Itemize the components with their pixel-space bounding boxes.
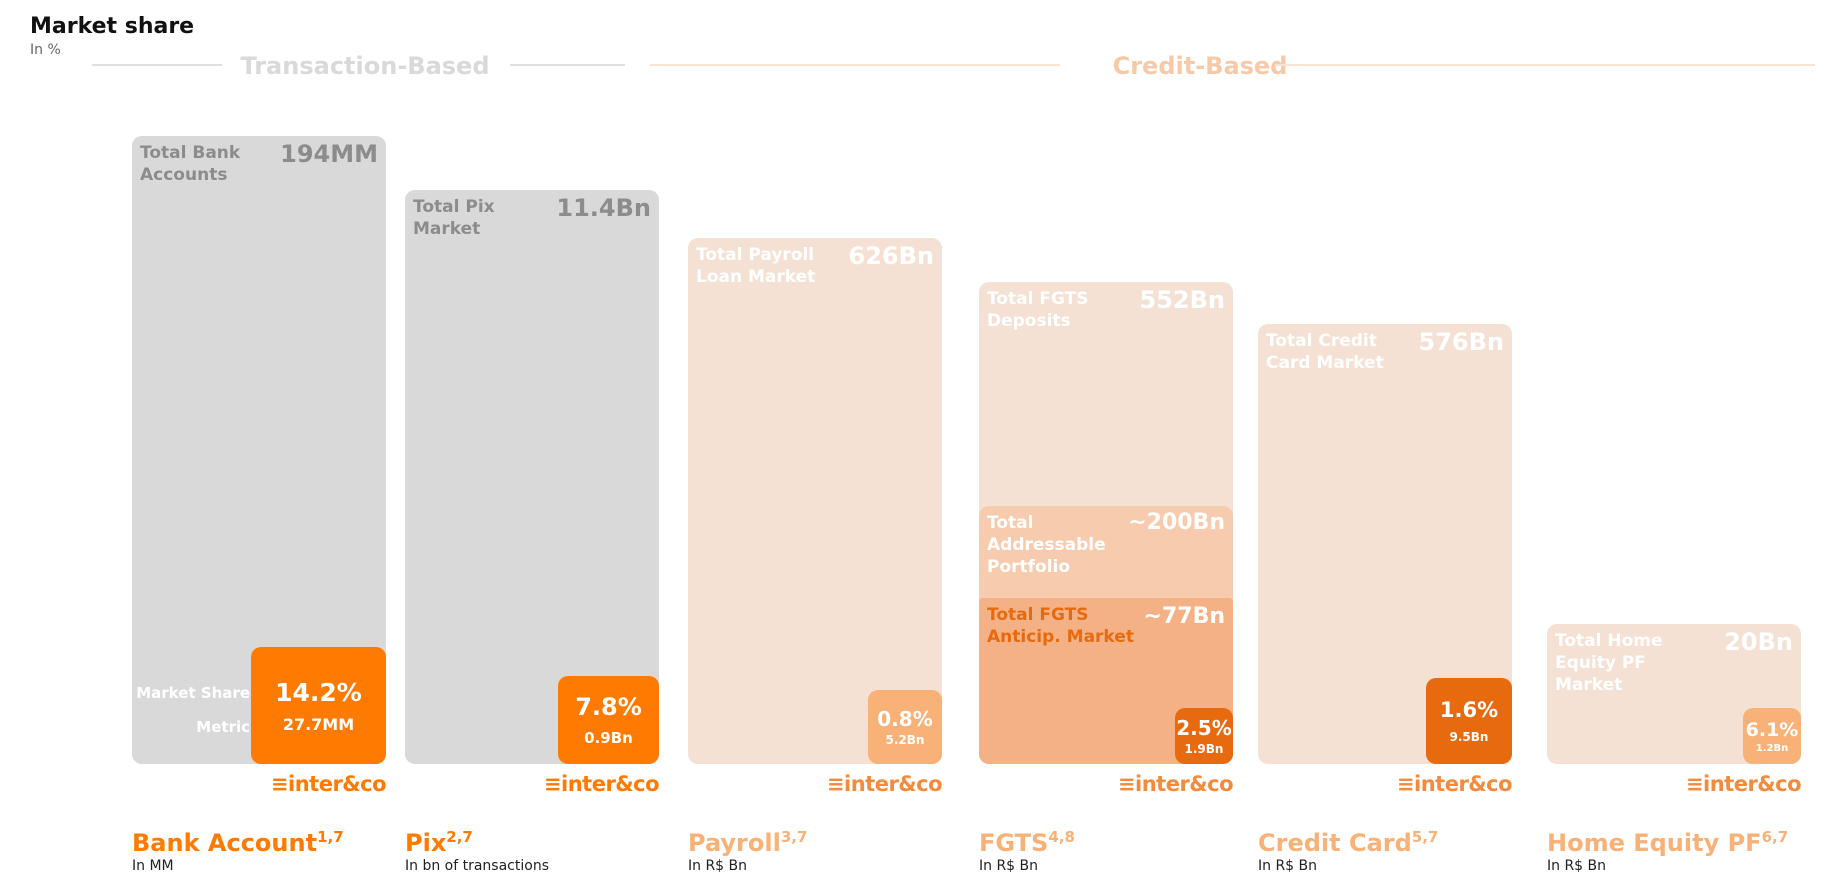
market-total-label-payroll: Total Payroll Loan Market <box>696 245 816 287</box>
category-label-bank-account: Bank Account1,7 <box>132 828 344 857</box>
section-line-left-b <box>510 64 625 66</box>
category-unit-fgts: In R$ Bn <box>979 858 1039 874</box>
inter-share-pct-pix: 7.8% <box>575 693 642 721</box>
category-name-fgts: FGTS <box>979 829 1049 857</box>
inter-co-logo-bank-account: ≡inter&co <box>270 772 387 796</box>
category-footnote-payroll: 3,7 <box>780 828 808 846</box>
section-credit-based: Credit-Based <box>1112 52 1288 80</box>
market-total-value-home-equity-pf: 20Bn <box>1724 628 1793 656</box>
side-label-metric: Metric <box>196 718 250 736</box>
market-total-label-fgts: Total FGTS Deposits <box>987 289 1089 331</box>
category-footnote-home-equity-pf: 6,7 <box>1761 828 1789 846</box>
inter-share-metric-fgts: 1.9Bn <box>1184 742 1224 756</box>
category-footnote-credit-card: 5,7 <box>1411 828 1439 846</box>
sub-market-value-anticip: ~77Bn <box>1143 604 1225 629</box>
inter-co-logo-payroll: ≡inter&co <box>826 772 943 796</box>
market-bar-pix <box>405 190 659 764</box>
category-footnote-bank-account: 1,7 <box>317 828 344 846</box>
inter-share-metric-home-equity-pf: 1.2Bn <box>1755 742 1789 754</box>
page-title: Market share <box>30 14 195 39</box>
category-footnote-pix: 2,7 <box>446 828 473 846</box>
market-total-value-credit-card: 576Bn <box>1418 328 1504 356</box>
market-total-value-payroll: 626Bn <box>848 242 934 270</box>
category-unit-bank-account: In MM <box>132 858 174 874</box>
category-unit-pix: In bn of transactions <box>405 858 549 874</box>
inter-share-pct-fgts: 2.5% <box>1176 716 1232 740</box>
section-transaction-based: Transaction-Based <box>240 52 490 80</box>
market-total-label-pix: Total Pix Market <box>413 197 495 239</box>
market-total-value-bank-account: 194MM <box>280 140 378 168</box>
category-label-payroll: Payroll3,7 <box>688 828 807 857</box>
category-unit-home-equity-pf: In R$ Bn <box>1547 858 1607 874</box>
section-line-left-a <box>92 64 222 66</box>
category-name-credit-card: Credit Card <box>1258 829 1412 857</box>
category-name-bank-account: Bank Account <box>132 829 318 857</box>
inter-share-pct-bank-account: 14.2% <box>275 677 362 707</box>
inter-share-pct-payroll: 0.8% <box>877 707 933 731</box>
section-line-right-b <box>1275 64 1815 66</box>
category-label-home-equity-pf: Home Equity PF6,7 <box>1547 828 1788 857</box>
inter-share-pct-credit-card: 1.6% <box>1439 698 1499 722</box>
market-total-label-credit-card: Total Credit Card Market <box>1266 331 1384 373</box>
sub-market-label-anticip: Total FGTS Anticip. Market <box>987 605 1134 647</box>
category-label-pix: Pix2,7 <box>405 828 473 857</box>
category-name-home-equity-pf: Home Equity PF <box>1547 829 1762 857</box>
category-footnote-fgts: 4,8 <box>1048 828 1075 846</box>
inter-share-box-credit-card: 1.6% 9.5Bn <box>1426 678 1512 764</box>
inter-co-logo-home-equity-pf: ≡inter&co <box>1685 772 1802 796</box>
market-total-value-pix: 11.4Bn <box>556 194 651 222</box>
market-total-value-fgts: 552Bn <box>1139 286 1225 314</box>
category-name-pix: Pix <box>405 829 447 857</box>
category-name-payroll: Payroll <box>688 829 781 857</box>
category-unit-payroll: In R$ Bn <box>688 858 748 874</box>
inter-share-box-payroll: 0.8% 5.2Bn <box>868 690 942 764</box>
market-bar-payroll <box>688 238 942 764</box>
category-label-credit-card: Credit Card5,7 <box>1258 828 1438 857</box>
category-label-fgts: FGTS4,8 <box>979 828 1075 857</box>
sub-market-label-addressable: Total Addressable Portfolio <box>987 513 1106 577</box>
inter-share-metric-credit-card: 9.5Bn <box>1449 730 1489 744</box>
inter-share-metric-payroll: 5.2Bn <box>885 733 925 747</box>
inter-share-metric-bank-account: 27.7MM <box>282 714 355 734</box>
inter-share-metric-pix: 0.9Bn <box>584 729 633 747</box>
inter-share-box-fgts: 2.5% 1.9Bn <box>1175 708 1233 764</box>
market-total-label-bank-account: Total Bank Accounts <box>140 143 241 185</box>
section-line-right-a <box>650 64 1060 66</box>
side-label-market-share: Market Share <box>136 684 250 702</box>
page-subtitle: In % <box>30 42 61 58</box>
inter-share-pct-home-equity-pf: 6.1% <box>1745 718 1799 741</box>
market-total-label-home-equity-pf: Total Home Equity PF Market <box>1555 631 1663 695</box>
inter-co-logo-credit-card: ≡inter&co <box>1396 772 1513 796</box>
inter-share-box-home-equity-pf: 6.1% 1.2Bn <box>1743 708 1801 764</box>
category-unit-credit-card: In R$ Bn <box>1258 858 1318 874</box>
inter-share-box-bank-account: 14.2% 27.7MM <box>251 647 386 764</box>
inter-share-box-pix: 7.8% 0.9Bn <box>558 676 659 764</box>
sub-market-value-addressable: ~200Bn <box>1128 510 1225 535</box>
inter-co-logo-pix: ≡inter&co <box>543 772 660 796</box>
inter-co-logo-fgts: ≡inter&co <box>1117 772 1234 796</box>
